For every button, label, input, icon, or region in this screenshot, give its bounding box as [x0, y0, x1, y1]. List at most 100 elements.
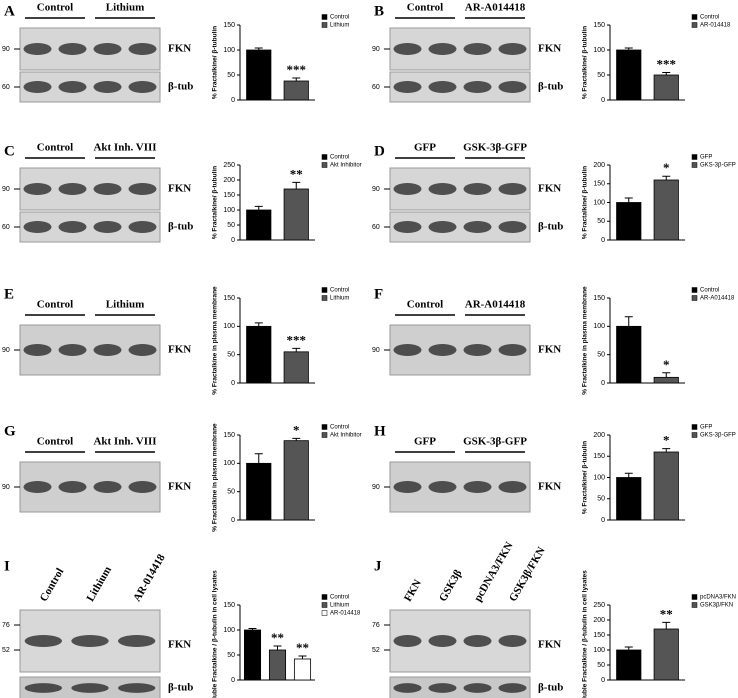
band-label: FKN — [168, 481, 191, 493]
blot-band — [498, 683, 527, 693]
significance: * — [663, 357, 670, 372]
y-axis-label: % Soluble Fractalkine / β-tubulin in cel… — [212, 570, 219, 698]
band-label: β-tub — [168, 682, 193, 694]
legend-label: Control — [330, 155, 349, 161]
y-axis-label: % Fractalkine/ β-tubulin — [582, 26, 589, 99]
error-bar — [292, 181, 301, 189]
legend-label: AR-014418 — [330, 611, 361, 617]
blot-band — [93, 344, 122, 356]
bar — [293, 658, 312, 681]
y-axis-label: % Soluble Fractalkine / β-tubulin in cel… — [582, 570, 589, 698]
group-label: AR-A014418 — [465, 299, 526, 311]
y-tick-label: 50 — [597, 72, 605, 79]
y-tick-label: 100 — [593, 199, 605, 206]
y-tick-label: 0 — [231, 677, 235, 684]
y-tick-label: 0 — [231, 517, 235, 524]
y-tick-label: 150 — [223, 192, 235, 199]
legend-swatch — [691, 22, 698, 28]
y-axis-label: % Fractalkine/ β-tubulin — [582, 441, 589, 514]
blot-band — [393, 183, 422, 195]
error-bar — [624, 316, 633, 327]
blot-band — [428, 481, 457, 493]
blot-band — [128, 43, 157, 55]
error-bar — [254, 47, 263, 50]
blot-band — [23, 221, 52, 233]
blot-band — [428, 43, 457, 55]
legend-label: Control — [700, 288, 719, 294]
mw-marker: 90 — [2, 347, 10, 354]
blot-band — [428, 344, 457, 356]
y-tick-label: 100 — [223, 207, 235, 214]
blot-band — [71, 683, 109, 693]
mw-marker: 60 — [2, 224, 10, 231]
blot-band — [128, 481, 157, 493]
group-label: Lithium — [106, 299, 145, 311]
mw-marker: 60 — [372, 84, 380, 91]
bar — [616, 477, 642, 521]
mw-marker: 76 — [372, 622, 380, 629]
band-label: FKN — [168, 639, 191, 651]
legend-swatch — [691, 424, 698, 430]
panel-letter: G — [4, 423, 16, 439]
bar — [243, 629, 262, 681]
blot-band — [463, 221, 492, 233]
legend-swatch — [691, 14, 698, 20]
blot-band — [93, 481, 122, 493]
band-label: FKN — [538, 43, 561, 55]
bar — [246, 325, 272, 384]
bar — [616, 649, 642, 681]
group-label: GFP — [414, 436, 436, 448]
mw-marker: 90 — [2, 46, 10, 53]
group-label: GFP — [414, 142, 436, 154]
band-label: β-tub — [168, 81, 193, 93]
bar — [246, 209, 272, 241]
y-tick-label: 50 — [227, 652, 235, 659]
significance: * — [663, 433, 670, 448]
bar — [268, 649, 287, 681]
group-label: Control — [37, 436, 73, 448]
blot-band — [128, 344, 157, 356]
legend-swatch — [321, 154, 328, 160]
blot-band — [393, 635, 422, 647]
blot-band — [58, 183, 87, 195]
group-label: GSK-3β-GFP — [463, 436, 527, 448]
band-label: β-tub — [538, 81, 563, 93]
mw-marker: 90 — [372, 186, 380, 193]
legend-swatch — [321, 295, 328, 301]
lane-label: Control — [38, 566, 67, 604]
error-bar — [624, 472, 633, 478]
legend-label: AR-014418 — [700, 23, 731, 29]
blot-band — [393, 221, 422, 233]
bar — [653, 376, 679, 384]
y-tick-label: 150 — [223, 22, 235, 29]
error-bar — [662, 448, 671, 452]
band-label: FKN — [168, 183, 191, 195]
band-label: FKN — [538, 344, 561, 356]
legend-swatch — [321, 602, 328, 608]
significance: *** — [287, 332, 307, 347]
legend-swatch — [691, 287, 698, 293]
legend-swatch — [321, 14, 328, 20]
mw-marker: 60 — [2, 84, 10, 91]
y-tick-label: 200 — [223, 177, 235, 184]
blot-band — [463, 635, 492, 647]
y-tick-label: 200 — [593, 162, 605, 169]
legend-swatch — [691, 154, 698, 160]
group-label: Control — [37, 299, 73, 311]
lane-label: GSK3β/FKN — [507, 545, 548, 604]
significance: *** — [657, 56, 677, 71]
y-tick-label: 100 — [223, 627, 235, 634]
error-bar — [624, 47, 633, 50]
blot-band — [498, 635, 527, 647]
blot-band — [463, 183, 492, 195]
error-bar — [254, 322, 263, 327]
blot-band — [128, 221, 157, 233]
legend-swatch — [321, 22, 328, 28]
y-tick-label: 0 — [601, 677, 605, 684]
significance: ** — [290, 166, 303, 181]
significance: ** — [271, 630, 284, 645]
y-tick-label: 50 — [597, 662, 605, 669]
legend-swatch — [691, 594, 698, 600]
lane-label: GSK3β — [437, 568, 465, 604]
error-bar — [292, 437, 301, 441]
